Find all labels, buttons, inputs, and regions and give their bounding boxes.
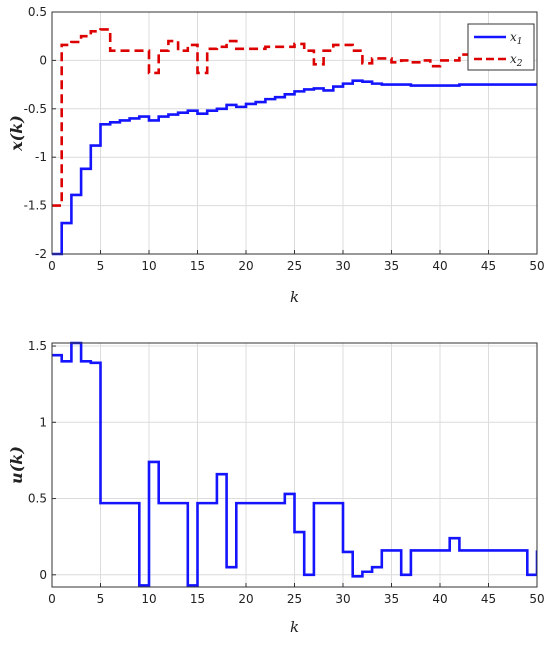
y-tick-label: 0.5 (28, 5, 47, 19)
x-tick-label: 5 (97, 259, 105, 273)
chart-panel-2: 0 5 10 15 20 25 30 35 40 45 50 0 0.5 1 1.5 k u(k) (7, 339, 545, 636)
y-tick-label: 1 (39, 415, 47, 429)
x-tick-label: 50 (529, 592, 544, 606)
y-tick-label: -2 (35, 247, 47, 261)
y-tick-label: 0.5 (28, 492, 47, 506)
x-tick-label: 40 (432, 592, 447, 606)
x-tick-label: 45 (481, 592, 496, 606)
y-tick-label: 1.5 (28, 339, 47, 353)
legend-box (467, 23, 535, 71)
x-tick-label: 50 (529, 259, 544, 273)
y-axis-label: x(k) (7, 115, 26, 152)
legend-label-x1: x1 (510, 30, 523, 47)
x-tick-label: 5 (97, 592, 105, 606)
x-tick-label: 10 (141, 259, 156, 273)
x-tick-label: 30 (335, 259, 350, 273)
y-tick-label: 0 (39, 568, 47, 582)
y-axis-label: u(k) (7, 446, 26, 484)
x-tick-label: 0 (48, 259, 56, 273)
y-tick-label: 0 (39, 53, 47, 67)
x-tick-label: 35 (384, 592, 399, 606)
x-axis-label: k (290, 288, 299, 306)
plot-frame (51, 342, 538, 588)
x-tick-label: 25 (287, 592, 302, 606)
series-line-x2 (52, 28, 537, 207)
x-tick-label: 0 (48, 592, 56, 606)
x-tick-label: 20 (238, 259, 253, 273)
plot-frame (51, 11, 538, 255)
x-tick-label: 40 (432, 259, 447, 273)
y-tick-label: -1 (35, 150, 47, 164)
x-tick-label: 25 (287, 259, 302, 273)
x-tick-label: 15 (190, 259, 205, 273)
x-tick-label: 10 (141, 592, 156, 606)
series-line-series-1 (52, 341, 537, 587)
series-line-x1 (52, 79, 537, 256)
x-tick-label: 35 (384, 259, 399, 273)
y-tick-label: -0.5 (24, 102, 47, 116)
x-tick-label: 45 (481, 259, 496, 273)
x-axis-label: k (290, 618, 299, 636)
x-tick-label: 20 (238, 592, 253, 606)
x-tick-label: 30 (335, 592, 350, 606)
y-tick-label: -1.5 (24, 199, 47, 213)
legend-label-x2: x2 (510, 52, 523, 69)
x-tick-label: 15 (190, 592, 205, 606)
chart-panel-1: 0 5 10 15 20 25 30 35 40 45 50 -2 -1.5 -1 -0.5 0 0.5 k x(k… (7, 5, 545, 306)
